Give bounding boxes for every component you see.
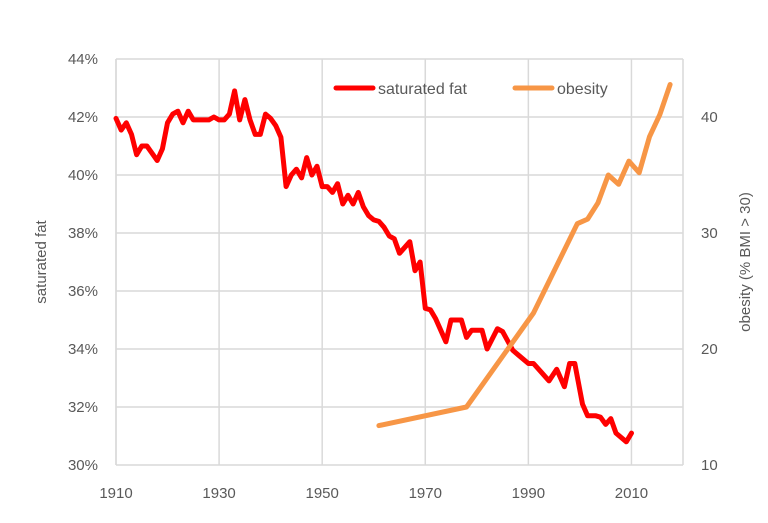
y2-tick-label: 20 xyxy=(701,341,718,358)
y-tick-label: 42% xyxy=(68,109,98,126)
series-line-saturated-fat xyxy=(113,88,634,445)
y2-axis-label: obesity (% BMI > 30) xyxy=(737,192,754,332)
legend-label-obesity: obesity xyxy=(557,81,608,98)
legend: saturated fat obesity xyxy=(333,81,608,98)
x-tick-labels: 1910 1930 1950 1970 1990 2010 xyxy=(99,485,648,502)
y-tick-label: 36% xyxy=(68,283,98,300)
y-tick-label: 34% xyxy=(68,341,98,358)
y-tick-label: 32% xyxy=(68,399,98,416)
y-tick-label: 38% xyxy=(68,225,98,242)
x-tick-label: 1990 xyxy=(512,485,545,502)
x-tick-label: 2010 xyxy=(615,485,648,502)
y2-tick-label: 40 xyxy=(701,109,718,126)
x-tick-label: 1950 xyxy=(305,485,338,502)
y2-tick-label: 30 xyxy=(701,225,718,242)
y-tick-label: 44% xyxy=(68,51,98,68)
x-tick-label: 1930 xyxy=(202,485,235,502)
legend-label-saturated-fat: saturated fat xyxy=(378,81,468,98)
y-tick-label: 40% xyxy=(68,167,98,184)
y2-tick-label: 10 xyxy=(701,457,718,474)
y-tick-label: 30% xyxy=(68,457,98,474)
gridlines xyxy=(115,58,684,466)
y2-tick-labels: 10 20 30 40 xyxy=(701,109,718,474)
x-tick-label: 1910 xyxy=(99,485,132,502)
y-tick-labels: 30% 32% 34% 36% 38% 40% 42% 44% xyxy=(68,51,98,474)
y-axis-label: saturated fat xyxy=(33,219,50,303)
series-lines xyxy=(113,82,673,445)
x-tick-label: 1970 xyxy=(409,485,442,502)
series-line-obesity xyxy=(376,82,673,429)
